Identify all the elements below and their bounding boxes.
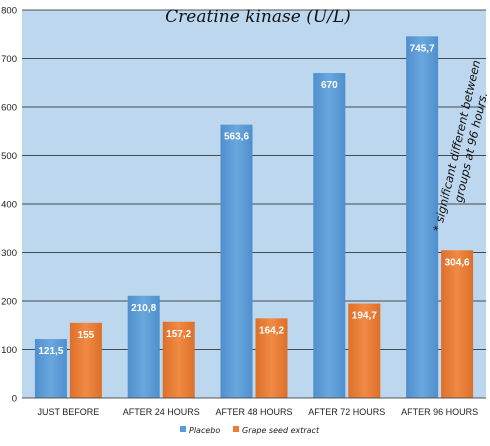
x-tick-label: AFTER 24 HOURS	[123, 407, 200, 417]
bar	[348, 303, 381, 398]
x-tick-label: JUST BEFORE	[37, 407, 99, 417]
legend-label: Grape seed extract	[242, 426, 320, 435]
bar	[441, 250, 474, 398]
y-tick-label: 700	[1, 54, 17, 65]
y-tick-label: 600	[1, 103, 17, 114]
data-label: 155	[78, 330, 95, 341]
data-labels: 121,5 155 210,8 157,2 563,6 164,2 670 194,7 745,…	[38, 43, 470, 357]
y-tick-label: 500	[1, 151, 17, 162]
y-tick-label: 800	[1, 6, 17, 17]
bars	[34, 36, 474, 399]
data-label: 745,7	[410, 43, 435, 54]
bar	[34, 339, 67, 398]
legend-swatch	[180, 426, 186, 432]
bar	[69, 322, 102, 398]
bar	[406, 36, 439, 398]
data-label: 563,6	[224, 132, 249, 143]
legend-label: Placebo	[189, 426, 220, 435]
y-tick-label: 300	[1, 248, 17, 259]
y-tick-label: 0	[12, 394, 17, 405]
y-tick-label: 400	[1, 200, 17, 211]
data-label: 210,8	[131, 303, 156, 314]
legend: Placebo Grape seed extract	[180, 426, 320, 435]
x-tick-label: AFTER 48 HOURS	[215, 407, 292, 417]
data-label: 164,2	[259, 325, 284, 336]
bar	[255, 318, 288, 398]
data-label: 304,6	[445, 257, 470, 268]
y-tick-label: 100	[1, 345, 17, 356]
chart-title: Creatine kinase (U/L)	[165, 7, 351, 27]
bar	[162, 321, 195, 398]
data-label: 194,7	[352, 311, 377, 322]
x-tick-label: AFTER 72 HOURS	[308, 407, 385, 417]
bar	[127, 295, 160, 398]
y-tick-label: 200	[1, 297, 17, 308]
x-tick-label: AFTER 96 HOURS	[401, 407, 478, 417]
legend-swatch	[233, 426, 239, 432]
y-axis: 0 100 200 300 400 500 600 700 800	[1, 6, 17, 405]
data-label: 157,2	[166, 329, 191, 340]
data-label: 121,5	[38, 346, 63, 357]
x-axis: JUST BEFORE AFTER 24 HOURS AFTER 48 HOURS A…	[22, 397, 486, 417]
bar	[313, 73, 346, 399]
bar	[220, 124, 253, 399]
data-label: 670	[321, 80, 338, 91]
